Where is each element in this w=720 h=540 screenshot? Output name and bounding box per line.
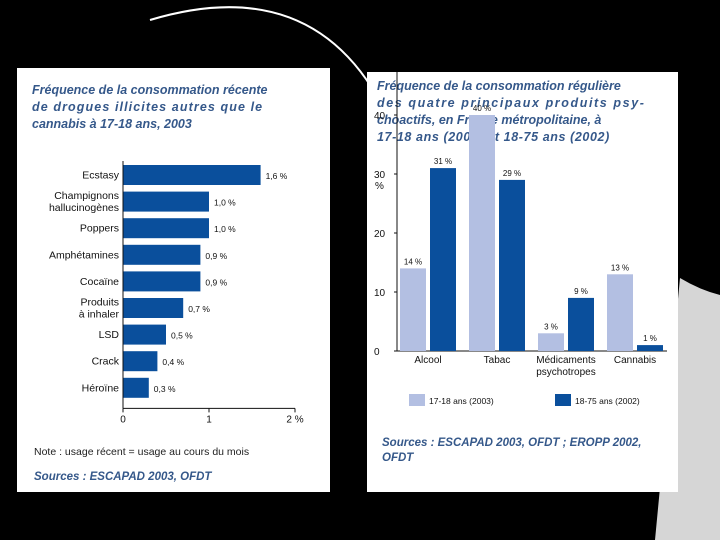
- bar: [499, 179, 525, 351]
- bar-value-label: 9 %: [574, 287, 588, 296]
- bar: [400, 268, 426, 351]
- left-chart-panel: Fréquence de la consommation récente de …: [17, 68, 330, 492]
- x-category-label: Tabac: [484, 355, 511, 366]
- bar-category-label: Produits: [80, 297, 119, 309]
- bar-value-label: 14 %: [404, 257, 422, 266]
- legend-label: 18-75 ans (2002): [575, 396, 640, 406]
- bar-value-label: 1,0 %: [214, 224, 236, 234]
- y-axis-unit-label: %: [375, 181, 384, 192]
- right-title-line: Fréquence de la consommation régulière: [377, 79, 621, 93]
- bar-category-label: hallucinogènes: [49, 202, 119, 214]
- left-note: Note : usage récent = usage au cours du …: [34, 446, 250, 458]
- bar-category-label: Amphétamines: [49, 249, 119, 261]
- left-chart-title: Fréquence de la consommation récente de …: [32, 82, 268, 133]
- right-chart-panel: Fréquence de la consommation régulière d…: [367, 72, 678, 492]
- bar-value-label: 0,4 %: [162, 357, 184, 367]
- left-sources: Sources : ESCAPAD 2003, OFDT: [34, 471, 212, 483]
- x-tick-label: 1: [206, 414, 212, 425]
- bar-value-label: 0,7 %: [188, 304, 210, 314]
- bar-value-label: 1,0 %: [214, 198, 236, 208]
- bar-category-label: Crack: [92, 356, 120, 368]
- bar: [123, 218, 209, 239]
- bar-value-label: 13 %: [611, 263, 629, 272]
- bar: [123, 377, 149, 398]
- left-title-line: cannabis à 17-18 ans, 2003: [32, 117, 192, 131]
- x-category-label: Alcool: [414, 355, 441, 366]
- bar: [637, 345, 663, 351]
- bar-category-label: Ecstasy: [82, 170, 120, 182]
- bar-value-label: 31 %: [434, 157, 452, 166]
- bar-category-label: Champignons: [54, 190, 119, 202]
- bar-value-label: 0,5 %: [171, 331, 193, 341]
- bar: [469, 115, 495, 351]
- bar: [123, 165, 261, 185]
- bar-value-label: 29 %: [503, 169, 521, 178]
- bar-value-label: 3 %: [544, 322, 558, 331]
- y-tick-label: 40: [374, 111, 386, 122]
- bar: [123, 244, 201, 265]
- legend-label: 17-18 ans (2003): [429, 396, 494, 406]
- x-category-label: psychotropes: [536, 367, 595, 378]
- bar: [607, 274, 633, 351]
- bar-value-label: 40 %: [473, 104, 491, 113]
- bar: [538, 333, 564, 351]
- bar-category-label: LSD: [99, 329, 120, 341]
- bar: [430, 168, 456, 351]
- x-tick-label: 0: [120, 414, 126, 425]
- bar-value-label: 0,9 %: [205, 251, 227, 261]
- legend-swatch: [409, 394, 425, 406]
- bar: [123, 324, 166, 345]
- bar-category-label: Héroïne: [82, 382, 120, 394]
- bar-value-label: 0,9 %: [205, 277, 227, 287]
- y-tick-label: 10: [374, 288, 386, 299]
- right-sources: Sources : ESCAPAD 2003, OFDT ; EROPP 200…: [382, 437, 642, 464]
- bar: [123, 298, 184, 318]
- bar: [123, 271, 201, 292]
- y-tick-label: 0: [374, 347, 380, 358]
- bar-category-label: Poppers: [80, 223, 119, 235]
- legend-swatch: [555, 394, 571, 406]
- right-title-line: des quatre principaux produits psy-: [377, 96, 646, 110]
- bar-category-label: à inhaler: [79, 309, 120, 321]
- bar: [568, 297, 594, 351]
- left-title-line: de drogues illicites autres que le: [32, 100, 264, 114]
- x-category-label: Cannabis: [614, 355, 656, 366]
- bar: [123, 351, 158, 372]
- x-category-label: Médicaments: [536, 355, 595, 366]
- bar: [123, 191, 209, 212]
- y-tick-label: 20: [374, 229, 386, 240]
- left-title-line: Fréquence de la consommation récente: [32, 83, 268, 97]
- bar-value-label: 1,6 %: [266, 171, 288, 181]
- x-tick-label: 2 %: [286, 414, 303, 425]
- y-tick-label: 30: [374, 170, 386, 181]
- bar-value-label: 0,3 %: [154, 384, 176, 394]
- bar-category-label: Cocaïne: [80, 276, 119, 288]
- bar-value-label: 1 %: [643, 334, 657, 343]
